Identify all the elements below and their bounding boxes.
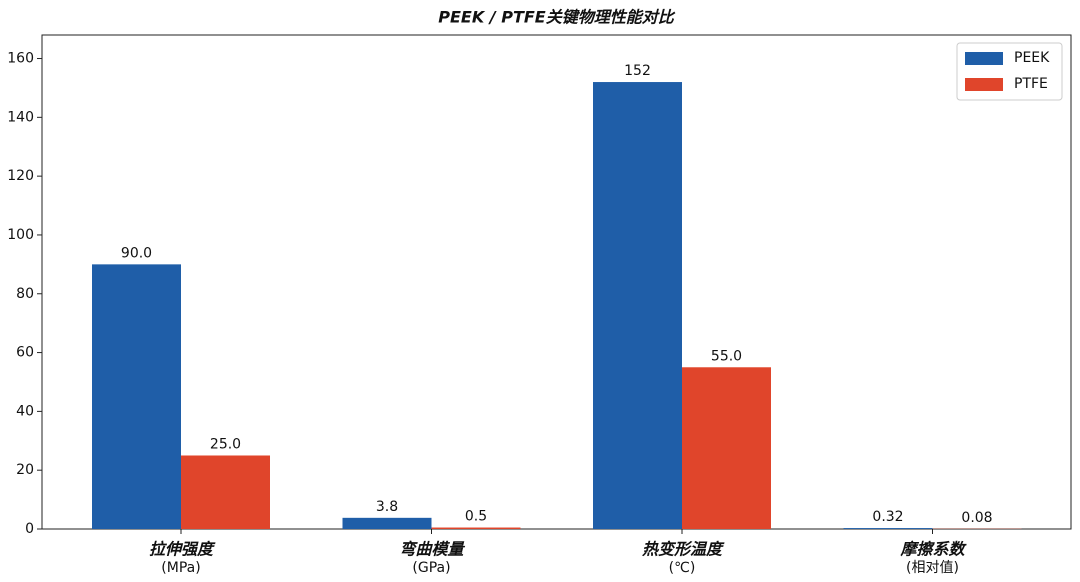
bar — [431, 527, 521, 529]
bar — [342, 517, 432, 529]
chart-title: PEEK / PTFE关键物理性能对比 — [438, 8, 675, 27]
legend-swatch — [965, 78, 1003, 91]
value-label: 25.0 — [210, 436, 241, 452]
value-label: 0.32 — [872, 509, 903, 525]
x-tick-label: 摩擦系数 — [899, 540, 967, 559]
y-tick-label: 120 — [7, 168, 34, 184]
value-label: 0.5 — [465, 509, 487, 525]
x-tick-label: 拉伸强度 — [149, 540, 216, 559]
x-tick-label: 热变形温度 — [641, 540, 725, 559]
legend-label: PEEK — [1014, 50, 1050, 66]
y-tick-label: 40 — [16, 403, 34, 419]
x-tick-label: 弯曲模量 — [399, 540, 465, 559]
bar — [92, 264, 181, 529]
value-label: 152 — [624, 63, 651, 79]
value-label: 0.08 — [961, 510, 992, 526]
x-tick-unit: (相对值) — [906, 560, 959, 576]
y-tick-label: 160 — [7, 51, 34, 67]
y-tick-label: 140 — [7, 109, 34, 125]
x-tick-unit: (GPa) — [412, 560, 450, 576]
bar — [593, 82, 682, 530]
value-label: 3.8 — [376, 499, 398, 515]
legend-swatch — [965, 52, 1003, 65]
x-tick-unit: (℃) — [669, 560, 696, 576]
bar — [682, 367, 771, 529]
x-tick-unit: (MPa) — [161, 560, 200, 576]
y-tick-label: 80 — [16, 286, 34, 302]
value-label: 90.0 — [121, 245, 152, 261]
y-tick-label: 100 — [7, 227, 34, 243]
y-tick-label: 0 — [25, 521, 34, 537]
y-tick-label: 60 — [16, 345, 34, 361]
value-label: 55.0 — [711, 348, 742, 364]
y-tick-label: 20 — [16, 462, 34, 478]
legend-label: PTFE — [1014, 76, 1048, 92]
bar — [181, 455, 270, 529]
plot-frame — [41, 34, 1072, 530]
bar — [843, 528, 933, 529]
